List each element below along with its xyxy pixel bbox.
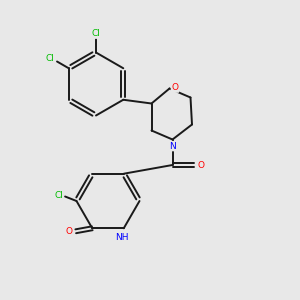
Text: N: N: [169, 142, 176, 151]
Text: O: O: [197, 160, 204, 169]
Text: O: O: [66, 227, 73, 236]
Text: Cl: Cl: [54, 190, 63, 200]
Text: Cl: Cl: [92, 29, 100, 38]
Text: Cl: Cl: [46, 54, 55, 63]
Text: NH: NH: [116, 233, 129, 242]
Text: O: O: [171, 83, 178, 92]
